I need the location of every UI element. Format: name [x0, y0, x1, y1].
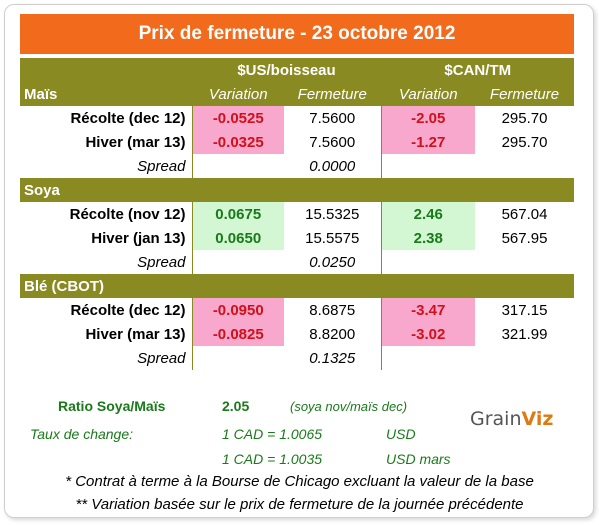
header-row-currency: $US/boisseau $CAN/TM	[20, 58, 575, 82]
section-name: Maïs	[20, 82, 192, 106]
prices-table: $US/boisseau $CAN/TM Maïs Variation Fermetur…	[20, 58, 575, 370]
contract-label: Récolte (dec 12)	[70, 109, 186, 127]
cad-close: 321.99	[501, 325, 548, 343]
page-title: Prix de fermeture - 23 octobre 2012	[20, 14, 574, 54]
blank-cell	[475, 178, 575, 202]
us-variation: -0.0525	[191, 106, 284, 130]
spread-row: Spread 0.0250	[20, 250, 574, 274]
section-header-row: Maïs Variation Fermeture Variation Fermeture	[20, 82, 575, 106]
spread-label: Spread	[137, 349, 186, 367]
contract-label: Hiver (mar 13)	[85, 133, 186, 151]
exchange-label: Taux de change:	[30, 426, 134, 442]
blank-cell	[475, 250, 574, 274]
blank-cell	[380, 346, 475, 370]
cad-close: 317.15	[501, 301, 548, 319]
section-header-row: Soya	[20, 178, 575, 202]
blank-cell	[284, 274, 381, 298]
table-row: Hiver (mar 13) -0.0825 8.8200 -3.02 321.99	[20, 322, 574, 346]
us-variation: 0.0650	[191, 226, 284, 250]
spread-row: Spread 0.1325	[20, 346, 574, 370]
us-variation: -0.0825	[191, 322, 284, 346]
ratio-note: (soya nov/maïs dec)	[290, 399, 408, 414]
blank-cell	[475, 154, 574, 178]
table-row: Récolte (nov 12) 0.0675 15.5325 2.46 567.04	[20, 202, 574, 226]
blank-cell	[191, 274, 284, 298]
us-close: 8.8200	[309, 325, 356, 343]
blank-cell	[380, 178, 475, 202]
cad-close: 295.70	[501, 109, 548, 127]
us-close: 15.5325	[305, 205, 360, 223]
us-variation: -0.0325	[191, 130, 284, 154]
footnote-2: ** Variation basée sur le prix de fermet…	[75, 496, 524, 513]
header-cad-fermeture: Fermeture	[475, 82, 575, 106]
blank-cell	[191, 346, 284, 370]
header-blank	[20, 58, 192, 82]
blank-cell	[191, 178, 284, 202]
cad-variation: -3.47	[380, 298, 475, 322]
ratio-label: Ratio Soya/Maïs	[58, 398, 166, 414]
blank-cell	[380, 274, 475, 298]
contract-label: Hiver (jan 13)	[91, 229, 186, 247]
header-us-variation: Variation	[191, 82, 284, 106]
cad-close: 567.04	[501, 205, 548, 223]
us-close: 7.5600	[309, 133, 356, 151]
table-row: Hiver (mar 13) -0.0325 7.5600 -1.27 295.70	[20, 130, 574, 154]
blank-cell	[475, 274, 575, 298]
exchange-rate-2: 1 CAD = 1.0035	[222, 451, 323, 467]
blank-cell	[380, 154, 475, 178]
blank-cell	[284, 178, 381, 202]
header-cad-variation: Variation	[380, 82, 475, 106]
contract-label: Récolte (nov 12)	[69, 205, 186, 223]
table-row: Récolte (dec 12) -0.0525 7.5600 -2.05 295.70	[20, 106, 574, 130]
section-name: Soya	[20, 178, 192, 202]
section-name: Blé (CBOT)	[20, 274, 192, 298]
cad-close: 567.95	[501, 229, 548, 247]
header-us-fermeture: Fermeture	[284, 82, 381, 106]
us-close: 15.5575	[305, 229, 360, 247]
spread-value: 0.1325	[309, 349, 356, 367]
spread-label: Spread	[137, 157, 186, 175]
blank-cell	[191, 154, 284, 178]
exchange-unit-2: USD mars	[386, 451, 451, 467]
footnote-1: * Contrat à terme à la Bourse de Chicago…	[65, 473, 534, 490]
table-row: Récolte (dec 12) -0.0950 8.6875 -3.47 317.15	[20, 298, 574, 322]
blank-cell	[380, 250, 475, 274]
spread-value: 0.0250	[309, 253, 356, 271]
spread-row: Spread 0.0000	[20, 154, 574, 178]
spread-value: 0.0000	[309, 157, 356, 175]
blank-cell	[191, 250, 284, 274]
spread-label: Spread	[137, 253, 186, 271]
exchange-unit-1: USD	[386, 426, 416, 442]
section-header-row: Blé (CBOT)	[20, 274, 575, 298]
header-cad: $CAN/TM	[380, 58, 575, 82]
contract-label: Hiver (mar 13)	[85, 325, 186, 343]
cad-variation: -3.02	[380, 322, 475, 346]
us-close: 7.5600	[309, 109, 356, 127]
blank-cell	[475, 346, 574, 370]
us-variation: -0.0950	[191, 298, 284, 322]
header-usd: $US/boisseau	[191, 58, 381, 82]
cad-variation: 2.46	[380, 202, 475, 226]
us-variation: 0.0675	[191, 202, 284, 226]
ratio-value: 2.05	[222, 398, 250, 414]
us-close: 8.6875	[309, 301, 356, 319]
cad-variation: 2.38	[380, 226, 475, 250]
cad-variation: -2.05	[380, 106, 475, 130]
cad-variation: -1.27	[380, 130, 475, 154]
cad-close: 295.70	[501, 133, 548, 151]
grainviz-logo: GrainViz	[470, 408, 554, 430]
exchange-rate-1: 1 CAD = 1.0065	[222, 426, 323, 442]
table-row: Hiver (jan 13) 0.0650 15.5575 2.38 567.95	[20, 226, 574, 250]
contract-label: Récolte (dec 12)	[70, 301, 186, 319]
